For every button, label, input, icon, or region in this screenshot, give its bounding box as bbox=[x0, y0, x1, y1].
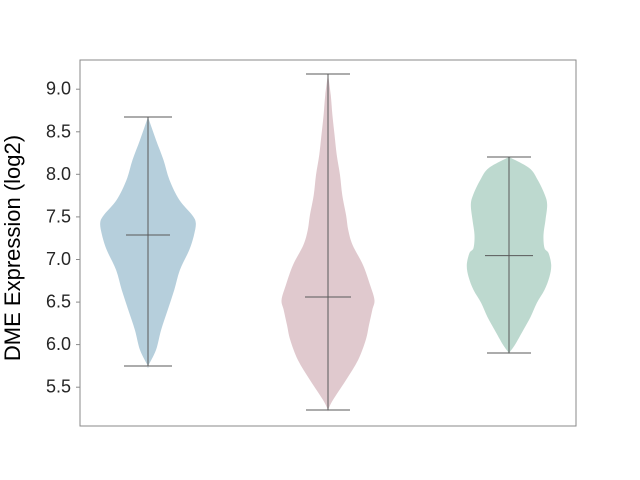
svg-text:7.0: 7.0 bbox=[46, 249, 71, 269]
svg-text:6.5: 6.5 bbox=[46, 292, 71, 312]
svg-text:9.0: 9.0 bbox=[46, 79, 71, 99]
svg-text:5.5: 5.5 bbox=[46, 377, 71, 397]
svg-text:8.0: 8.0 bbox=[46, 164, 71, 184]
svg-text:8.5: 8.5 bbox=[46, 121, 71, 141]
svg-text:DME Expression (log2): DME Expression (log2) bbox=[0, 135, 25, 361]
svg-text:6.0: 6.0 bbox=[46, 334, 71, 354]
svg-text:7.5: 7.5 bbox=[46, 206, 71, 226]
